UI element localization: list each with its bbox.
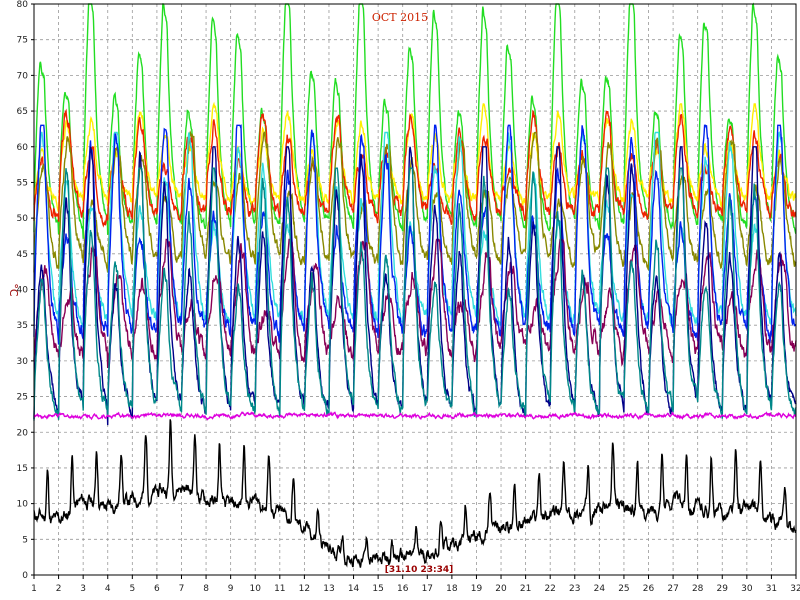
x-tick-label: 8	[203, 584, 209, 594]
x-tick-label: 29	[717, 584, 729, 594]
series-line	[33, 419, 797, 568]
y-tick-label: 50	[17, 214, 29, 224]
x-tick-label: 19	[471, 584, 483, 594]
x-tick-label: 5	[129, 584, 135, 594]
y-axis-label: °C	[7, 283, 20, 297]
y-tick-label: 70	[17, 71, 29, 81]
series-line	[33, 2, 797, 239]
y-tick-label: 35	[17, 321, 28, 331]
x-tick-label: 10	[249, 584, 261, 594]
x-tick-label: 16	[397, 584, 409, 594]
series-layer	[33, 2, 797, 568]
x-tick-label: 23	[569, 584, 580, 594]
x-tick-label: 15	[372, 584, 383, 594]
x-tick-label: 30	[741, 584, 753, 594]
cursor-time-label: [31.10 23:34]	[385, 565, 453, 575]
y-tick-label: 75	[17, 36, 28, 46]
x-tick-label: 17	[422, 584, 433, 594]
y-tick-label: 80	[17, 0, 29, 10]
y-tick-label: 40	[17, 286, 29, 296]
series-line	[33, 411, 797, 421]
x-tick-label: 1	[31, 584, 37, 594]
series-line	[33, 167, 797, 421]
x-tick-label: 6	[154, 584, 160, 594]
x-tick-label: 22	[544, 584, 555, 594]
x-tick-label: 2	[56, 584, 62, 594]
y-tick-label: 55	[17, 178, 28, 188]
y-tick-label: 20	[17, 428, 29, 438]
y-tick-label: 15	[17, 464, 28, 474]
x-tick-label: 18	[446, 584, 458, 594]
x-tick-label: 32	[790, 584, 800, 594]
x-tick-label: 7	[179, 584, 185, 594]
x-tick-label: 3	[80, 584, 86, 594]
grid	[34, 4, 796, 575]
y-tick-label: 5	[22, 535, 28, 545]
x-tick-label: 12	[299, 584, 310, 594]
x-tick-label: 13	[323, 584, 334, 594]
y-tick-label: 30	[17, 357, 29, 367]
x-tick-label: 24	[594, 584, 606, 594]
chart-title: OCT 2015	[372, 11, 428, 24]
y-tick-label: 60	[17, 143, 29, 153]
y-tick-label: 0	[22, 571, 28, 581]
y-tick-label: 10	[17, 500, 29, 510]
series-line	[33, 238, 797, 369]
x-tick-label: 11	[274, 584, 285, 594]
y-tick-label: 65	[17, 107, 28, 117]
x-tick-label: 4	[105, 584, 111, 594]
x-tick-label: 26	[643, 584, 655, 594]
x-tick-label: 28	[692, 584, 704, 594]
x-tick-label: 25	[618, 584, 629, 594]
x-tick-label: 9	[228, 584, 234, 594]
x-tick-label: 27	[667, 584, 678, 594]
x-tick-label: 20	[495, 584, 507, 594]
y-tick-label: 45	[17, 250, 28, 260]
x-tick-label: 14	[348, 584, 360, 594]
x-tick-label: 21	[520, 584, 531, 594]
x-tick-label: 31	[766, 584, 777, 594]
y-tick-label: 25	[17, 393, 28, 403]
